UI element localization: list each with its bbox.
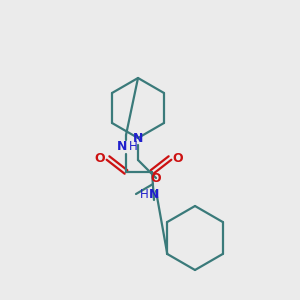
Text: H: H [129,140,137,154]
Text: O: O [151,172,161,184]
Text: O: O [173,152,183,164]
Text: O: O [95,152,105,164]
Text: N: N [117,140,127,154]
Text: H: H [140,188,148,202]
Text: N: N [133,131,143,145]
Text: N: N [149,188,159,202]
